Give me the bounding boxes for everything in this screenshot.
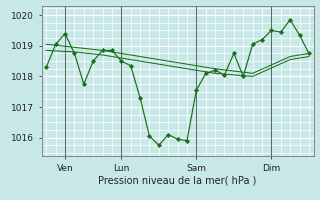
- X-axis label: Pression niveau de la mer( hPa ): Pression niveau de la mer( hPa ): [99, 175, 257, 185]
